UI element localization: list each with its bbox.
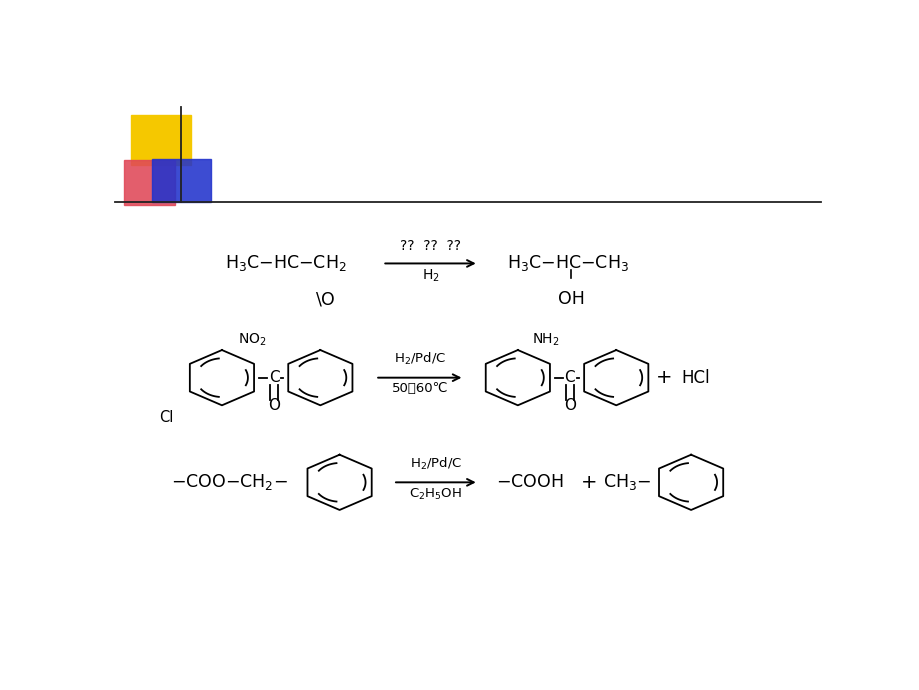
Bar [130, 115, 191, 165]
Text: 50～60℃: 50～60℃ [391, 382, 448, 395]
Text: NO$_2$: NO$_2$ [237, 332, 266, 348]
Text: C: C [268, 370, 279, 385]
Text: Cl: Cl [159, 410, 174, 424]
Bar [152, 159, 210, 202]
Text: O: O [563, 398, 575, 413]
Bar [123, 160, 175, 205]
Text: ??  ??  ??: ?? ?? ?? [400, 239, 460, 253]
Text: $-$COO$-$CH$_2$$-$: $-$COO$-$CH$_2$$-$ [170, 473, 288, 493]
Text: H$_2$/Pd/C: H$_2$/Pd/C [393, 351, 446, 367]
Text: C: C [564, 370, 574, 385]
Text: O: O [267, 398, 279, 413]
Text: H$_3$C$-$HC$-$CH$_2$: H$_3$C$-$HC$-$CH$_2$ [225, 253, 346, 273]
Text: H$_3$C$-$HC$-$CH$_3$: H$_3$C$-$HC$-$CH$_3$ [506, 253, 628, 273]
Text: $\backslash$O: $\backslash$O [314, 290, 335, 308]
Text: H$_2$: H$_2$ [421, 268, 439, 284]
Text: NH$_2$: NH$_2$ [531, 332, 559, 348]
Text: $-$COOH: $-$COOH [495, 473, 563, 491]
Text: +: + [580, 473, 596, 492]
Text: C$_2$H$_5$OH: C$_2$H$_5$OH [409, 486, 462, 502]
Text: HCl: HCl [681, 368, 709, 386]
Text: H$_2$/Pd/C: H$_2$/Pd/C [409, 455, 461, 472]
Text: +: + [655, 368, 672, 387]
Text: OH: OH [557, 290, 584, 308]
Text: CH$_3$$-$: CH$_3$$-$ [602, 473, 651, 493]
